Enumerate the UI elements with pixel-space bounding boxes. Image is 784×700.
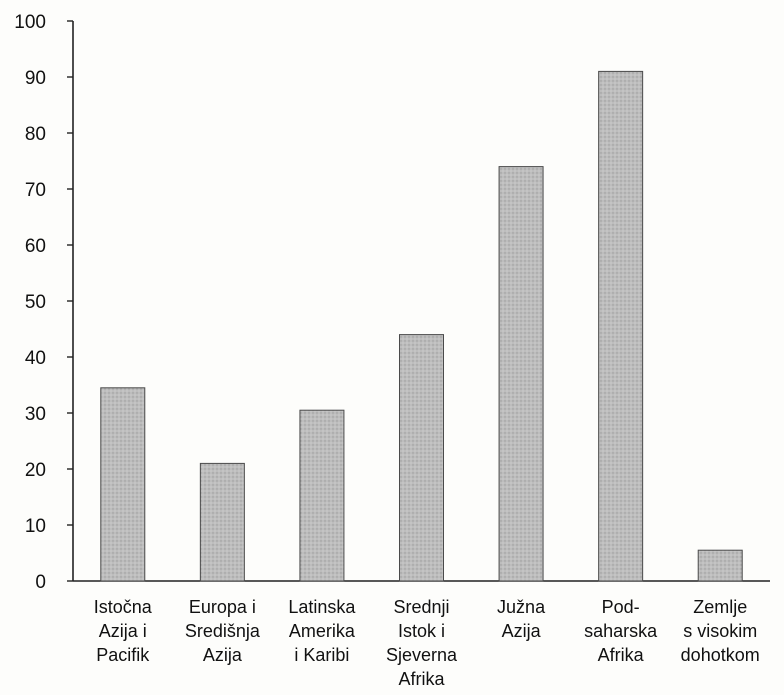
x-category-label-line: Središnja — [185, 621, 261, 641]
x-category-label-line: dohotkom — [681, 645, 760, 665]
bar — [299, 409, 345, 582]
y-tick-label: 0 — [35, 572, 46, 593]
y-tick-label: 40 — [25, 348, 46, 369]
y-tick-label: 70 — [25, 180, 46, 201]
x-category-label-line: Azija — [502, 621, 542, 641]
x-category-label-line: Azija i — [99, 621, 147, 641]
x-category-label-line: Azija — [203, 645, 243, 665]
y-tick-label: 10 — [25, 516, 46, 537]
bar — [598, 70, 644, 582]
x-category-label-line: Pod- — [602, 597, 640, 617]
x-category-label-line: Pacifik — [96, 645, 150, 665]
x-category-label: Južna Azija — [497, 597, 546, 641]
x-category-label-line: i Karibi — [294, 645, 349, 665]
x-category-label: Srednji Istok i Sjeverna Afrika — [386, 597, 458, 689]
y-tick-label: 80 — [25, 124, 46, 145]
x-category-label-line: Afrika — [398, 669, 445, 689]
x-category-label-line: Zemlje — [693, 597, 747, 617]
bar — [199, 462, 245, 582]
y-tick-label: 50 — [25, 292, 46, 313]
x-category-label-line: Afrika — [598, 645, 645, 665]
y-tick-labels: 0 10 20 30 40 50 60 70 80 90 100 — [14, 12, 46, 593]
y-tick-label: 20 — [25, 460, 46, 481]
x-category-label-line: Južna — [497, 597, 546, 617]
bars — [100, 70, 743, 582]
y-tick-label: 100 — [14, 12, 46, 33]
bar — [498, 166, 544, 582]
x-category-label-line: Srednji — [393, 597, 449, 617]
bar — [399, 334, 444, 582]
x-category-label-line: s visokim — [683, 621, 757, 641]
x-category-labels: Istočna Azija i Pacifik Europa i Središnja Az… — [94, 597, 760, 689]
x-category-label-line: saharska — [584, 621, 658, 641]
bar — [100, 387, 146, 582]
y-tick-label: 90 — [25, 68, 46, 89]
x-category-label: Istočna Azija i Pacifik — [94, 597, 153, 665]
x-category-label-line: Istočna — [94, 597, 153, 617]
y-tick-label: 60 — [25, 236, 46, 257]
y-tick-label: 30 — [25, 404, 46, 425]
x-category-label-line: Latinska — [288, 597, 356, 617]
x-category-label: Zemlje s visokim dohotkom — [681, 597, 760, 665]
x-category-label-line: Sjeverna — [386, 645, 458, 665]
x-category-label-line: Amerika — [289, 621, 356, 641]
x-category-label: Europa i Središnja Azija — [185, 597, 261, 665]
x-category-label-line: Europa i — [189, 597, 256, 617]
x-category-label-line: Istok i — [398, 621, 445, 641]
x-category-label: Latinska Amerika i Karibi — [288, 597, 356, 665]
bar — [697, 549, 743, 582]
x-category-label: Pod-saharska Afrika — [584, 597, 658, 665]
